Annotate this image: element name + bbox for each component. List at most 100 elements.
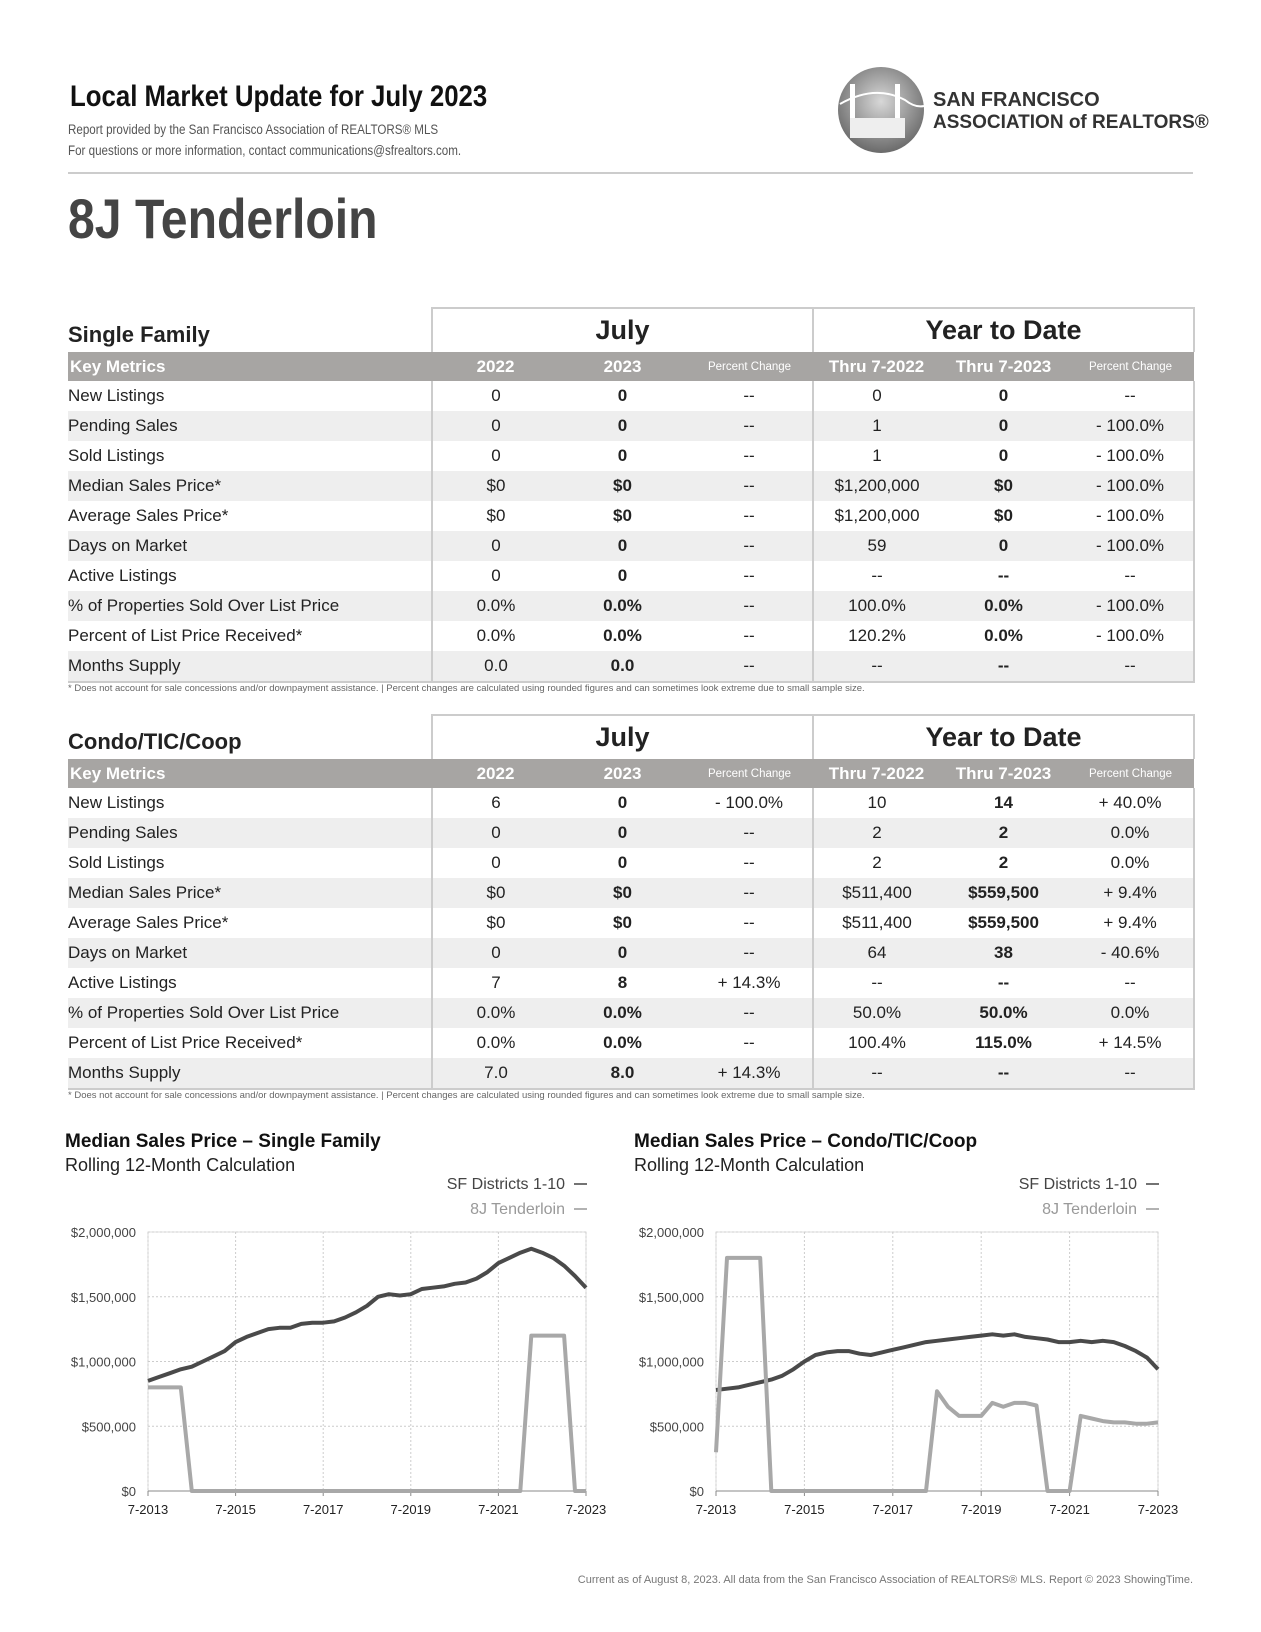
- cell: + 9.4%: [1067, 878, 1196, 908]
- group-row: Single Family July Year to Date: [68, 307, 1196, 352]
- x-tick-label: 7-2019: [391, 1502, 431, 1517]
- x-tick-label: 7-2017: [873, 1502, 913, 1517]
- column-header: Key Metrics: [68, 352, 432, 381]
- cell: 0: [431, 818, 559, 848]
- chart-title: Median Sales Price – Single Family: [65, 1131, 381, 1152]
- x-tick-label: 7-2019: [961, 1502, 1001, 1517]
- data-row: Days on Market 0 0 -- 59 0- 100.0%: [68, 531, 1196, 561]
- cell: 1: [813, 411, 941, 441]
- metric-name: Active Listings: [68, 973, 177, 992]
- cell: 0.0%: [1067, 848, 1196, 878]
- data-row: Pending Sales 0 0 -- 2 2 0.0%: [68, 818, 1196, 848]
- cell: 0: [940, 531, 1068, 561]
- cell: 0.0%: [431, 621, 559, 651]
- cell: 0: [559, 938, 686, 968]
- data-row: Median Sales Price* $0 $0 -- $1,200,000 $0- 1…: [68, 471, 1196, 501]
- data-row: Active Listings 0 0 -- -- -- --: [68, 561, 1196, 591]
- group-header: July: [430, 307, 815, 352]
- metric-name: Days on Market: [68, 531, 432, 561]
- logo-text: SAN FRANCISCO: [933, 89, 1100, 111]
- series-line: [148, 1333, 586, 1493]
- cell: 0: [872, 386, 882, 405]
- table-title: Condo/TIC/Coop: [68, 729, 242, 754]
- data-row: Days on Market 0 0 -- 64 38- 40.6%: [68, 938, 1196, 968]
- cell: 50.0%: [813, 998, 941, 1028]
- cell: - 100.0%: [1067, 471, 1196, 501]
- data-row: Percent of List Price Received* 0.0% 0.0% -…: [68, 1028, 1196, 1058]
- metric-name: Average Sales Price*: [68, 506, 229, 525]
- cell: 0: [617, 566, 628, 585]
- cell: 0.0: [559, 651, 686, 683]
- cell: --: [686, 621, 815, 651]
- cell: 0.0%: [940, 591, 1068, 621]
- cell: 0: [559, 531, 686, 561]
- cell: 120.2%: [848, 626, 906, 645]
- group-row: Condo/TIC/Coop July Year to Date: [68, 714, 1196, 759]
- cell: - 100.0%: [1067, 501, 1196, 531]
- cell: --: [871, 973, 883, 992]
- cell: --: [686, 818, 815, 848]
- cell: - 100.0%: [1067, 441, 1196, 471]
- cell: 0: [431, 848, 559, 878]
- cell: 115.0%: [975, 1033, 1032, 1052]
- y-tick-label: $1,500,000: [71, 1290, 136, 1305]
- x-tick-label: 7-2015: [215, 1502, 255, 1517]
- cell: 0.0%: [984, 626, 1023, 645]
- cell: 0: [431, 381, 559, 411]
- column-header: Thru 7-2023: [940, 352, 1068, 381]
- cell: 0: [998, 446, 1009, 465]
- data-row: Months Supply 7.0 8.0 + 14.3% -- -- --: [68, 1058, 1196, 1090]
- cell: --: [940, 1058, 1068, 1090]
- cell: $0: [613, 913, 632, 932]
- cell: $0: [613, 506, 632, 525]
- cell: --: [813, 1058, 941, 1090]
- cell: --: [686, 591, 815, 621]
- metric-name: Percent of List Price Received*: [68, 626, 303, 645]
- chart-subtitle: Rolling 12-Month Calculation: [634, 1155, 864, 1175]
- series-line: [147, 1246, 588, 1383]
- legend-label: SF Districts 1-10: [447, 1176, 565, 1193]
- metric-name: New Listings: [68, 793, 165, 812]
- cell: $0: [559, 471, 686, 501]
- data-row: Active Listings 7 8 + 14.3% -- -- --: [68, 968, 1196, 998]
- column-header: Thru 7-2022: [813, 352, 941, 381]
- y-tick-label: $500,000: [650, 1419, 704, 1434]
- divider: [68, 172, 1193, 174]
- cell: 59: [813, 531, 941, 561]
- cell: 8: [617, 973, 628, 992]
- cell: 0: [998, 386, 1009, 405]
- cell: 14: [994, 793, 1013, 812]
- x-tick-label: 7-2013: [128, 1502, 168, 1517]
- y-tick-label: $500,000: [82, 1419, 136, 1434]
- cell: --: [686, 501, 815, 531]
- cell: 0: [940, 411, 1068, 441]
- cell: 0: [431, 441, 559, 471]
- metric-name: Median Sales Price*: [68, 878, 432, 908]
- x-tick-label: 7-2013: [696, 1502, 736, 1517]
- cell: --: [686, 998, 815, 1028]
- cell: --: [686, 651, 815, 683]
- cell: $0: [559, 878, 686, 908]
- cell: 0.0%: [431, 591, 559, 621]
- metric-name: Sold Listings: [68, 853, 165, 872]
- metric-name: Average Sales Price*: [68, 913, 229, 932]
- cell: $0: [994, 506, 1013, 525]
- data-row: Sold Listings 0 0 -- 2 2 0.0%: [68, 848, 1196, 878]
- metric-name: Pending Sales: [68, 411, 432, 441]
- data-row: New Listings 6 0 - 100.0% 10 14 + 40.0%: [68, 788, 1196, 818]
- y-tick-label: $2,000,000: [639, 1225, 704, 1240]
- y-tick-label: $2,000,000: [71, 1225, 136, 1240]
- metric-name: Months Supply: [68, 1058, 432, 1090]
- cell: --: [1067, 561, 1196, 591]
- group-header: Year to Date: [812, 307, 1196, 352]
- cell: 2: [998, 853, 1009, 872]
- cell: --: [1067, 968, 1196, 998]
- cell: 100.4%: [848, 1033, 906, 1052]
- data-row: New Listings 0 0 -- 0 0 --: [68, 381, 1196, 411]
- metric-name: % of Properties Sold Over List Price: [68, 998, 432, 1028]
- y-tick-label: $0: [122, 1484, 136, 1499]
- cell: 64: [813, 938, 941, 968]
- cell: + 40.0%: [1067, 788, 1196, 818]
